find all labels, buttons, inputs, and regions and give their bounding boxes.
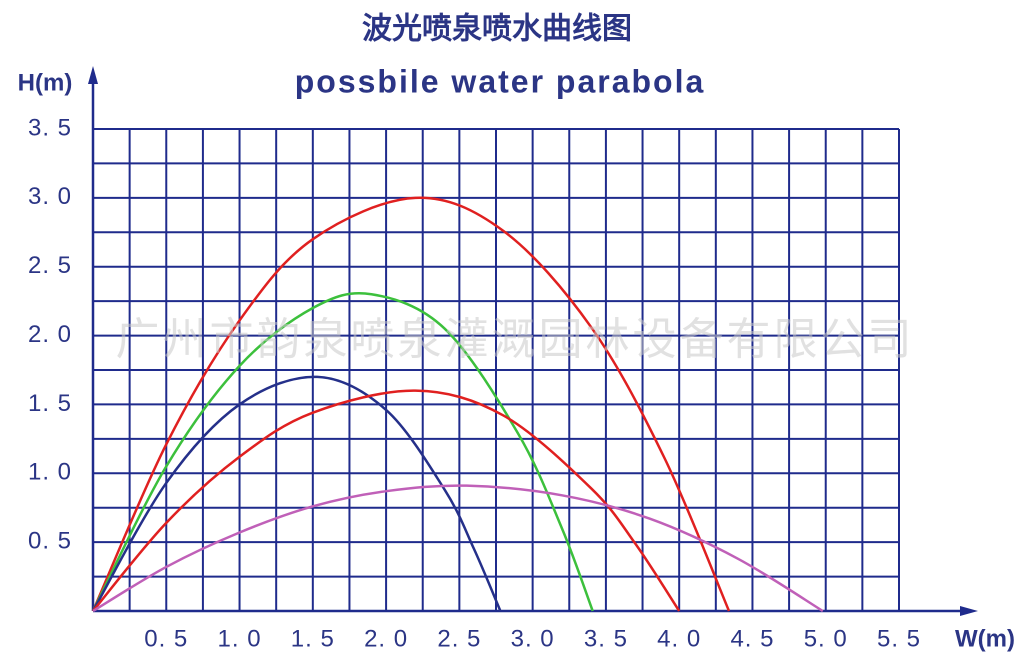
- curve: [92, 389, 681, 612]
- x-tick-label: 2. 5: [437, 625, 481, 652]
- curve: [91, 292, 594, 612]
- x-tick-label: 5. 5: [877, 625, 921, 652]
- y-tick-label: 1. 0: [28, 459, 72, 486]
- x-tick-label: 2. 0: [364, 625, 408, 652]
- y-tick-label: 3. 5: [28, 114, 72, 141]
- x-tick-label: 4. 0: [657, 625, 701, 652]
- watermark: 广州市韵泉喷泉灌溉园林设备有限公司: [116, 314, 915, 365]
- curve: [91, 375, 502, 612]
- chart-title: 波光喷泉喷水曲线图: [362, 12, 632, 47]
- y-tick-label: 2. 5: [28, 252, 72, 279]
- y-axis-arrow: [88, 66, 98, 84]
- x-tick-label: 3. 5: [584, 625, 628, 652]
- y-tick-label: 3. 0: [28, 183, 72, 210]
- x-axis-label: W(m): [955, 625, 1015, 652]
- x-tick-label: 3. 0: [511, 625, 555, 652]
- y-tick-label: 1. 5: [28, 390, 72, 417]
- y-axis-label: H(m): [18, 69, 73, 96]
- x-tick-label: 0. 5: [144, 625, 188, 652]
- chart-subtitle: possbile water parabola: [295, 63, 706, 99]
- y-tick-label: 2. 0: [28, 321, 72, 348]
- curve: [92, 484, 824, 613]
- curve: [91, 196, 731, 612]
- x-tick-label: 1. 5: [291, 625, 335, 652]
- x-tick-label: 4. 5: [730, 625, 774, 652]
- x-tick-label: 5. 0: [804, 625, 848, 652]
- x-axis-arrow: [960, 606, 978, 616]
- plot-area: 0. 5 1. 0 1. 5 2. 0 2. 5 3. 0 3. 5 4. 0 4. 5 5. 0…: [28, 66, 978, 652]
- x-tick-label: 1. 0: [218, 625, 262, 652]
- y-tick-label: 0. 5: [28, 527, 72, 554]
